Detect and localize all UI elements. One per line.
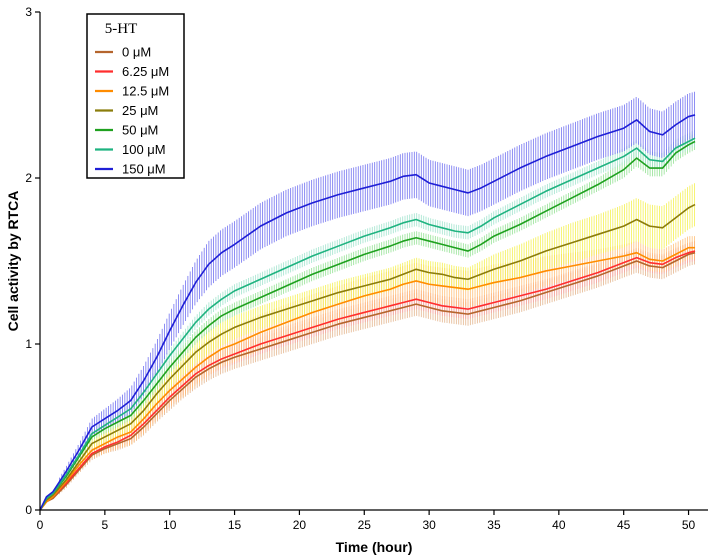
x-tick-label: 20 bbox=[293, 518, 307, 532]
x-axis-ticks: 0 5 10 15 20 25 30 35 40 45 50 bbox=[37, 510, 696, 532]
x-tick-label: 30 bbox=[422, 518, 436, 532]
y-tick-label: 3 bbox=[25, 5, 32, 19]
legend-label: 6.25 μM bbox=[122, 64, 169, 79]
x-tick-label: 40 bbox=[552, 518, 566, 532]
legend-title: 5-HT bbox=[105, 21, 138, 37]
legend-items: 0 μM 6.25 μM 12.5 μM 25 μM 50 μM 100 μM 150 μM bbox=[95, 45, 169, 177]
x-tick-label: 35 bbox=[487, 518, 501, 532]
legend: 5-HT 0 μM 6.25 μM 12.5 μM 25 μM 50 μM 100 μM 1… bbox=[86, 13, 185, 179]
y-axis-ticks: 0 1 2 3 bbox=[25, 5, 40, 517]
legend-label: 50 μM bbox=[122, 123, 158, 138]
x-tick-label: 25 bbox=[358, 518, 372, 532]
legend-label: 25 μM bbox=[122, 103, 158, 118]
y-tick-label: 0 bbox=[25, 503, 32, 517]
series-line-5 bbox=[39, 137, 696, 511]
x-tick-label: 5 bbox=[102, 518, 109, 532]
x-tick-label: 50 bbox=[682, 518, 696, 532]
y-tick-label: 2 bbox=[25, 171, 32, 185]
x-tick-label: 15 bbox=[228, 518, 242, 532]
legend-label: 100 μM bbox=[122, 142, 166, 157]
y-tick-label: 1 bbox=[25, 337, 32, 351]
legend-label: 12.5 μM bbox=[122, 84, 169, 99]
x-tick-label: 45 bbox=[617, 518, 631, 532]
series-lines bbox=[39, 114, 696, 511]
y-axis-title: Cell activity by RTCA bbox=[5, 191, 21, 332]
x-tick-label: 0 bbox=[37, 518, 44, 532]
series-line-1 bbox=[39, 250, 696, 511]
axes: 0 5 10 15 20 25 30 35 40 45 50 0 1 2 3 Time (hour) Ce… bbox=[5, 5, 708, 555]
x-tick-label: 10 bbox=[163, 518, 177, 532]
legend-label: 150 μM bbox=[122, 162, 166, 177]
series-line-4 bbox=[39, 140, 696, 511]
legend-label: 0 μM bbox=[122, 45, 151, 60]
series-line-6 bbox=[39, 114, 696, 511]
series-line-2 bbox=[39, 246, 696, 511]
legend-box bbox=[86, 13, 185, 179]
series-line-3 bbox=[39, 203, 696, 511]
x-axis-title: Time (hour) bbox=[336, 539, 413, 555]
series-line-0 bbox=[39, 251, 696, 511]
